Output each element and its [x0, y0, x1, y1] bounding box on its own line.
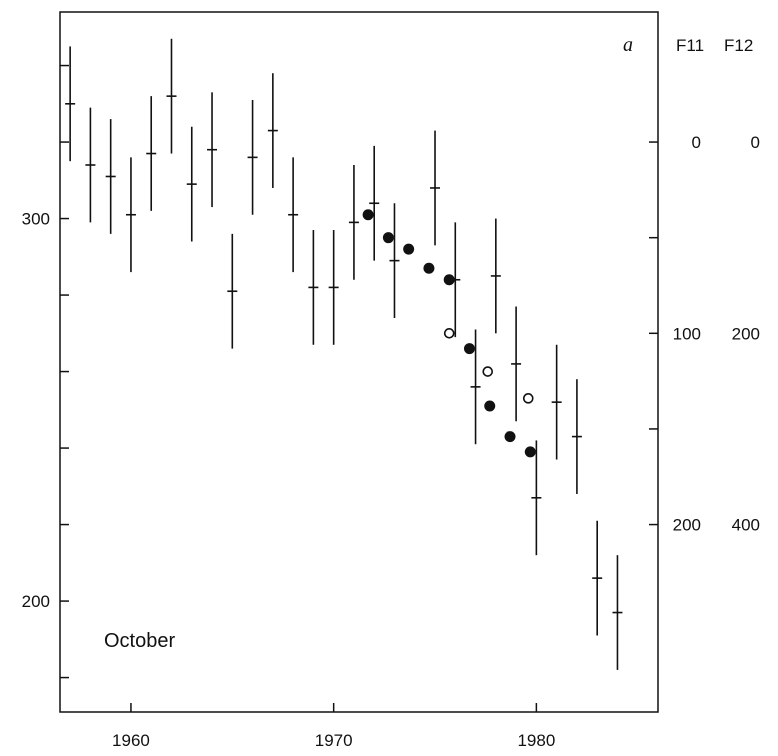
x-tick-label: 1980: [517, 731, 555, 750]
right-axis-header-f12: F12: [724, 36, 753, 55]
x-tick-label: 1960: [112, 731, 150, 750]
data-point-filled: [463, 343, 475, 355]
data-point-filled: [362, 209, 374, 221]
data-point-filled: [423, 262, 435, 274]
x-tick-label: 1970: [315, 731, 353, 750]
data-point-filled: [484, 400, 496, 412]
data-point-filled: [524, 446, 536, 458]
data-point-open: [443, 328, 455, 339]
y-tick-label: 200: [22, 592, 50, 611]
data-point-filled: [504, 431, 516, 443]
data-point-open: [522, 393, 534, 404]
right-axis-f11-label: 100: [673, 324, 701, 343]
right-axis-f12-label: 0: [751, 133, 760, 152]
data-point-filled: [443, 274, 455, 286]
right-axis-f11-label: 200: [673, 516, 701, 535]
right-axis-f12-label: 400: [732, 516, 760, 535]
month-annotation: October: [104, 630, 175, 652]
chart-marks: 1960 1970 1980 200 300 0 0 100 200 200 400: [22, 38, 760, 750]
right-axis-f11-label: 0: [692, 133, 701, 152]
data-point-filled: [403, 243, 415, 255]
data-point-filled: [382, 232, 394, 244]
panel-label: a: [623, 34, 633, 56]
right-axis-f12-label: 200: [732, 324, 760, 343]
y-tick-label: 300: [22, 210, 50, 229]
data-point-open: [482, 366, 494, 377]
right-axis-header-f11: F11: [676, 36, 704, 55]
plot-frame: [59, 11, 659, 713]
